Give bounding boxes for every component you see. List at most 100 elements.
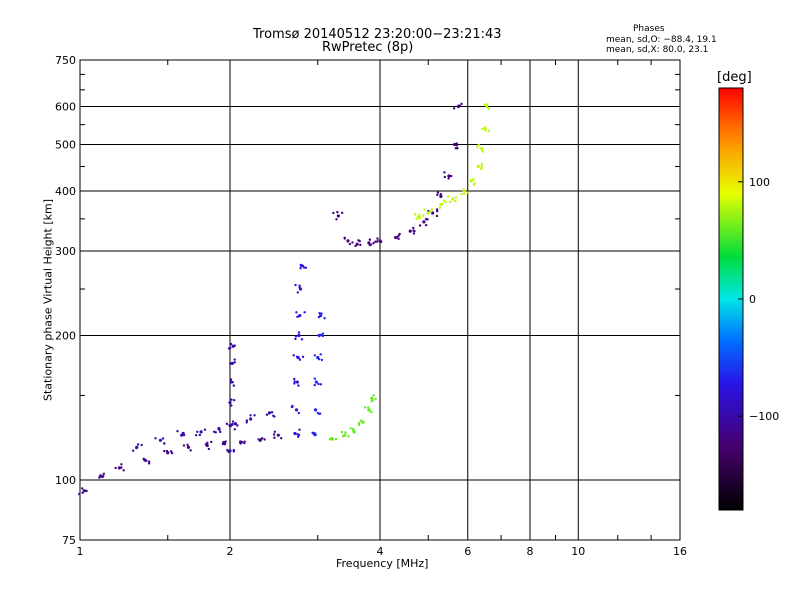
data-point [340, 430, 344, 434]
data-point [319, 383, 323, 386]
data-point [485, 103, 488, 106]
legend-line-o: mean, sd,O: −88.4, 19.1 [606, 35, 717, 45]
data-point [374, 397, 377, 401]
data-point [242, 441, 246, 445]
data-point [296, 315, 299, 319]
data-point [415, 217, 418, 221]
data-point [194, 433, 198, 437]
data-point [233, 344, 237, 347]
data-point [296, 435, 300, 439]
y-axis-label: Stationary phase Virtual Height [km] [41, 198, 55, 402]
data-point [228, 401, 232, 405]
data-point [297, 333, 301, 338]
data-point [483, 126, 486, 129]
data-point [169, 450, 173, 453]
data-point [199, 430, 203, 434]
data-point [443, 175, 447, 179]
data-point [298, 358, 302, 361]
data-point [182, 444, 186, 447]
data-point [228, 362, 232, 365]
data-point [102, 472, 105, 476]
x-tick-label: 1 [77, 545, 84, 558]
data-point [348, 242, 352, 246]
data-point [480, 127, 484, 131]
data-point [412, 232, 416, 235]
data-point [436, 193, 439, 197]
data-point [170, 451, 174, 455]
data-point [430, 208, 434, 211]
data-point [245, 421, 248, 424]
data-point [336, 214, 340, 218]
data-point [180, 433, 184, 437]
data-point [295, 380, 299, 384]
data-point [408, 229, 412, 233]
data-point [352, 429, 356, 433]
data-point [424, 217, 428, 221]
data-point [357, 423, 361, 427]
data-point [263, 438, 266, 441]
data-point [257, 438, 260, 441]
data-point [298, 286, 301, 289]
data-point [320, 358, 324, 362]
data-point [154, 437, 157, 440]
data-point [372, 394, 375, 397]
data-point [475, 145, 479, 148]
data-point [210, 440, 213, 444]
data-point [163, 449, 166, 453]
data-point [344, 431, 347, 434]
data-point [477, 143, 480, 147]
data-point [481, 150, 485, 153]
data-point [299, 267, 302, 270]
data-point [142, 457, 145, 461]
data-point [328, 438, 332, 441]
y-tick-label: 75 [62, 534, 76, 547]
data-point [380, 240, 383, 244]
data-point [229, 378, 232, 381]
y-tick-label: 500 [55, 139, 76, 152]
data-point [436, 191, 440, 194]
data-point [334, 437, 338, 441]
data-point [317, 315, 321, 319]
data-point [249, 414, 252, 417]
data-point [476, 164, 480, 169]
data-point [301, 355, 305, 359]
data-point [297, 331, 301, 334]
data-point [292, 354, 295, 357]
data-point [487, 107, 490, 110]
data-point [418, 224, 422, 227]
data-point [140, 443, 143, 447]
data-point [449, 174, 453, 178]
data-point [331, 438, 334, 441]
data-point [442, 199, 446, 202]
data-point [236, 424, 239, 427]
y-tick-label: 600 [55, 101, 76, 114]
data-point [455, 144, 459, 147]
data-point [135, 446, 138, 450]
data-point [207, 447, 211, 451]
colorbar-label: [deg] [717, 70, 752, 85]
data-point [455, 142, 458, 145]
data-point [480, 167, 483, 171]
data-point [182, 431, 185, 435]
data-point [230, 404, 233, 407]
data-point [233, 428, 237, 431]
data-point [423, 208, 426, 211]
data-point [295, 355, 299, 359]
data-point [435, 210, 439, 213]
data-point [323, 317, 326, 320]
data-point [233, 422, 237, 426]
colorbar-tick-label: −100 [749, 410, 779, 423]
data-point [313, 354, 317, 357]
data-point [276, 433, 280, 437]
chart-subtitle: RwPretec (8p) [322, 40, 414, 55]
data-point [189, 449, 192, 452]
data-point [398, 232, 401, 236]
data-point [487, 129, 490, 133]
data-point [158, 438, 163, 442]
data-point [363, 406, 367, 409]
colorbar-tick-label: 100 [749, 176, 770, 189]
data-point [321, 334, 325, 338]
data-point [314, 380, 318, 384]
data-point [454, 199, 457, 203]
